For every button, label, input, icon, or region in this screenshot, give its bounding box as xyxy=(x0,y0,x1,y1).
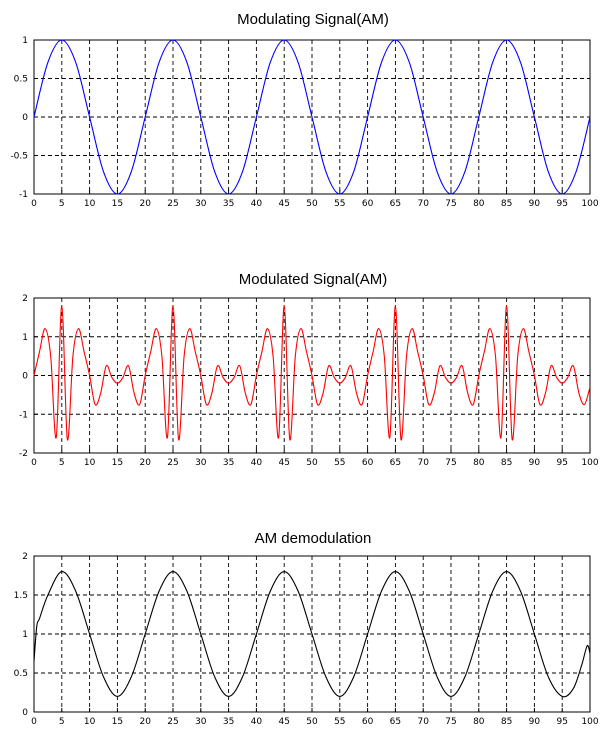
x-tick-label: 65 xyxy=(390,458,401,468)
y-tick-label: 1 xyxy=(22,630,28,640)
y-tick-label: -0.5 xyxy=(10,152,28,162)
x-tick-label: 95 xyxy=(556,199,567,209)
x-tick-label: 85 xyxy=(501,717,512,727)
x-tick-label: 15 xyxy=(112,458,123,468)
x-tick-label: 10 xyxy=(84,458,96,468)
chart-panel-2: Modulated Signal(AM) 0 5 10 15 20 25 30 35 40 45 5… xyxy=(19,271,599,468)
x-tick-label: 75 xyxy=(445,717,456,727)
series-line xyxy=(33,571,591,698)
x-tick-label: 80 xyxy=(473,458,485,468)
x-tick-label: 10 xyxy=(84,717,96,727)
x-tick-label: 35 xyxy=(223,717,234,727)
x-tick-label: 5 xyxy=(59,199,65,209)
y-tick-label: 0 xyxy=(22,708,28,718)
x-tick-label: 100 xyxy=(581,458,598,468)
x-tick-label: 5 xyxy=(59,717,65,727)
x-tick-label: 40 xyxy=(251,717,263,727)
x-tick-label: 35 xyxy=(223,199,234,209)
y-tick-label: 0.5 xyxy=(14,669,28,679)
x-tick-label: 100 xyxy=(581,199,598,209)
chart-title: Modulating Signal(AM) xyxy=(237,11,389,28)
x-tick-label: 70 xyxy=(417,199,429,209)
x-tick-label: 15 xyxy=(112,717,123,727)
x-tick-label: 30 xyxy=(195,717,207,727)
x-tick-label: 30 xyxy=(195,458,207,468)
x-tick-label: 85 xyxy=(501,199,512,209)
x-tick-label: 15 xyxy=(112,199,123,209)
y-tick-label: 1.5 xyxy=(14,591,28,601)
y-tick-label: 1 xyxy=(22,333,28,343)
y-tick-label: 0 xyxy=(22,372,28,382)
x-tick-label: 35 xyxy=(223,458,234,468)
x-tick-label: 70 xyxy=(417,458,429,468)
x-tick-label: 65 xyxy=(390,717,401,727)
chart-title: AM demodulation xyxy=(255,530,372,547)
x-tick-label: 20 xyxy=(139,458,151,468)
x-tick-label: 20 xyxy=(139,717,151,727)
x-tick-label: 95 xyxy=(556,458,567,468)
x-tick-label: 25 xyxy=(167,717,178,727)
x-tick-label: 10 xyxy=(84,199,96,209)
x-tick-label: 55 xyxy=(334,717,345,727)
y-tick-label: 2 xyxy=(22,552,28,562)
x-tick-label: 60 xyxy=(362,458,374,468)
chart-panel-1: Modulating Signal(AM) 0 5 10 15 20 25 30 35 40 45… xyxy=(10,11,598,209)
x-tick-label: 80 xyxy=(473,199,485,209)
x-tick-label: 90 xyxy=(529,717,541,727)
x-tick-label: 60 xyxy=(362,199,374,209)
x-tick-label: 95 xyxy=(556,717,567,727)
x-tick-label: 85 xyxy=(501,458,512,468)
plot-frame xyxy=(33,555,591,713)
x-tick-label: 30 xyxy=(195,199,207,209)
x-tick-label: 0 xyxy=(31,717,37,727)
x-tick-label: 20 xyxy=(139,199,151,209)
x-tick-label: 0 xyxy=(31,199,37,209)
x-tick-label: 0 xyxy=(31,458,37,468)
y-tick-label: 1 xyxy=(22,36,28,46)
y-tick-label: 0.5 xyxy=(14,75,28,85)
y-tick-label: 2 xyxy=(22,294,28,304)
x-tick-label: 50 xyxy=(306,458,318,468)
x-tick-label: 55 xyxy=(334,199,345,209)
series-line xyxy=(33,39,591,195)
x-tick-label: 40 xyxy=(251,458,263,468)
series-line xyxy=(33,305,591,441)
x-tick-label: 90 xyxy=(529,458,541,468)
x-tick-label: 75 xyxy=(445,199,456,209)
chart-title: Modulated Signal(AM) xyxy=(239,271,387,288)
x-tick-label: 45 xyxy=(278,199,289,209)
x-tick-label: 45 xyxy=(278,458,289,468)
y-tick-label: -1 xyxy=(19,410,28,420)
x-tick-label: 5 xyxy=(59,458,65,468)
y-tick-label: -2 xyxy=(19,449,28,459)
x-tick-label: 65 xyxy=(390,199,401,209)
x-tick-label: 50 xyxy=(306,717,318,727)
x-tick-label: 25 xyxy=(167,458,178,468)
x-tick-label: 100 xyxy=(581,717,598,727)
x-tick-label: 25 xyxy=(167,199,178,209)
x-tick-label: 60 xyxy=(362,717,374,727)
y-tick-label: 0 xyxy=(22,113,28,123)
x-tick-label: 90 xyxy=(529,199,541,209)
x-tick-label: 50 xyxy=(306,199,318,209)
x-tick-label: 70 xyxy=(417,717,429,727)
x-tick-label: 75 xyxy=(445,458,456,468)
x-tick-label: 55 xyxy=(334,458,345,468)
chart-panel-3: AM demodulation 0 5 10 15 20 25 30 35 40 45 50 55 60… xyxy=(14,530,599,727)
x-tick-label: 80 xyxy=(473,717,485,727)
y-tick-label: -1 xyxy=(19,190,28,200)
x-tick-label: 40 xyxy=(251,199,263,209)
x-tick-label: 45 xyxy=(278,717,289,727)
